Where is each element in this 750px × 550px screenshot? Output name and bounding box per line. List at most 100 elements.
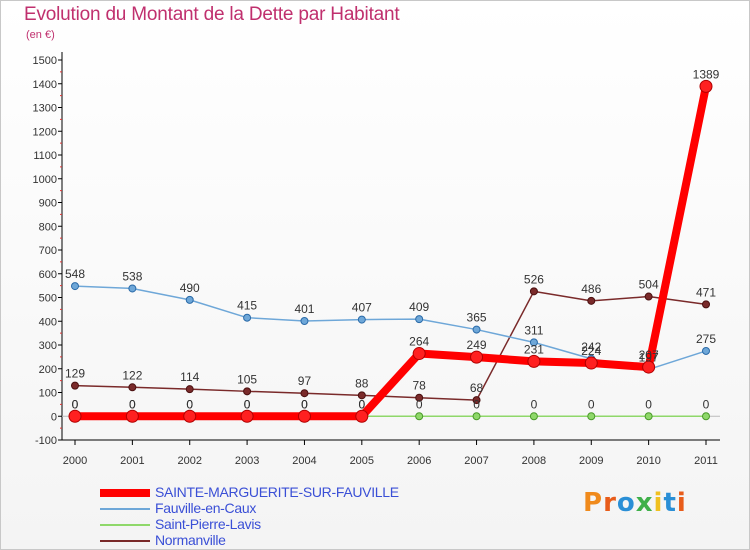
- point-sainte-marguerite: [642, 360, 656, 374]
- point-sainte-marguerite: [125, 409, 139, 423]
- legend-item-saint-pierre: Saint-Pierre-Lavis: [100, 516, 440, 533]
- data-label-fauville: 311: [524, 323, 543, 337]
- data-label-normanville: 129: [65, 367, 85, 381]
- point-saint-pierre: [702, 412, 710, 421]
- point-sainte-marguerite: [355, 409, 369, 423]
- data-label-fauville: 401: [294, 302, 314, 316]
- data-label-fauville: 538: [122, 269, 142, 283]
- data-label-normanville: 504: [639, 278, 659, 292]
- data-label-fauville: 242: [581, 340, 601, 354]
- point-sainte-marguerite: [584, 356, 598, 370]
- y-tick-label: 1200: [33, 126, 57, 138]
- x-tick-label: 2001: [120, 455, 144, 467]
- y-tick-label: 1000: [33, 174, 57, 186]
- y-tick-label: 800: [39, 221, 57, 233]
- series-line-sainte-marguerite: [71, 82, 710, 421]
- legend-item-fauville: Fauville-en-Caux: [100, 500, 440, 517]
- data-label-saint-pierre: 0: [129, 397, 136, 411]
- point-sainte-marguerite: [699, 79, 713, 93]
- point-sainte-marguerite: [297, 409, 311, 423]
- logo-letter: i: [653, 488, 664, 518]
- y-tick-label: 200: [39, 364, 57, 376]
- legend-item-normanville: Normanville: [100, 532, 440, 549]
- point-fauville: [472, 325, 481, 334]
- data-label-saint-pierre: 0: [244, 397, 251, 411]
- point-fauville: [128, 284, 137, 293]
- y-tick-label: 900: [39, 198, 57, 210]
- series-line-normanville: [74, 290, 707, 401]
- data-label-normanville: 486: [581, 282, 601, 296]
- proxiti-logo: Proxiti: [583, 488, 687, 518]
- x-tick-label: 2011: [694, 455, 718, 467]
- point-normanville: [415, 393, 424, 402]
- data-label-fauville: 197: [639, 350, 659, 364]
- point-fauville: [71, 282, 79, 291]
- point-normanville: [300, 389, 309, 398]
- data-label-sainte-marguerite: 249: [467, 338, 487, 352]
- point-normanville: [71, 381, 79, 390]
- legend-swatch-normanville: [100, 540, 150, 542]
- data-label-saint-pierre: 0: [301, 397, 308, 411]
- y-tick-label: 400: [39, 316, 57, 328]
- point-normanville: [243, 387, 252, 396]
- legend-label-normanville: Normanville: [155, 532, 226, 548]
- data-label-saint-pierre: 0: [703, 397, 710, 411]
- logo-letter: P: [583, 488, 604, 518]
- y-tick-label: 1500: [33, 55, 57, 67]
- x-tick-label: 2005: [350, 455, 374, 467]
- y-tick-label: 300: [39, 340, 57, 352]
- data-label-saint-pierre: 0: [473, 397, 480, 411]
- logo-letter: x: [635, 488, 654, 518]
- data-label-saint-pierre: 0: [588, 397, 595, 411]
- chart-legend: SAINTE-MARGUERITE-SUR-FAUVILLE Fauville-…: [100, 484, 440, 549]
- legend-item-sainte-marguerite: SAINTE-MARGUERITE-SUR-FAUVILLE: [100, 484, 440, 501]
- point-fauville: [300, 317, 309, 326]
- point-sainte-marguerite: [527, 354, 541, 368]
- x-tick-label: 2010: [636, 455, 660, 467]
- data-label-saint-pierre: 0: [416, 397, 423, 411]
- point-sainte-marguerite: [412, 347, 426, 361]
- data-label-fauville: 409: [409, 300, 429, 314]
- x-tick-label: 2003: [235, 455, 259, 467]
- data-label-fauville: 415: [237, 299, 257, 313]
- point-sainte-marguerite: [68, 409, 82, 423]
- point-sainte-marguerite: [183, 409, 197, 423]
- data-label-sainte-marguerite: 0: [186, 397, 193, 411]
- point-normanville: [472, 396, 481, 405]
- x-tick-label: 2000: [63, 455, 87, 467]
- point-saint-pierre: [415, 412, 424, 421]
- data-label-normanville: 88: [355, 376, 369, 390]
- point-saint-pierre: [472, 412, 481, 421]
- chart-title: Evolution du Montant de la Dette par Hab…: [24, 4, 400, 25]
- data-label-sainte-marguerite: 0: [129, 397, 136, 411]
- x-tick-label: 2007: [464, 455, 488, 467]
- x-tick-label: 2004: [292, 455, 316, 467]
- point-normanville: [702, 300, 710, 309]
- point-normanville: [128, 383, 137, 392]
- data-label-fauville: 365: [467, 311, 487, 325]
- data-label-sainte-marguerite: 0: [72, 397, 79, 411]
- data-label-sainte-marguerite: 231: [524, 342, 544, 356]
- logo-letter: o: [616, 488, 636, 518]
- logo-letter: i: [676, 488, 687, 518]
- y-tick-label: 500: [39, 293, 57, 305]
- data-label-sainte-marguerite: 0: [301, 397, 308, 411]
- data-label-sainte-marguerite: 0: [244, 397, 251, 411]
- y-tick-label: 0: [51, 411, 57, 423]
- data-label-normanville: 471: [696, 285, 716, 299]
- data-label-normanville: 526: [524, 272, 544, 286]
- data-label-sainte-marguerite: 1389: [693, 67, 720, 81]
- data-label-normanville: 114: [180, 370, 199, 384]
- data-label-saint-pierre: 0: [531, 397, 538, 411]
- chart-unit: (en €): [26, 29, 55, 41]
- data-label-normanville: 78: [413, 379, 427, 393]
- legend-label-sainte-marguerite: SAINTE-MARGUERITE-SUR-FAUVILLE: [155, 484, 399, 500]
- data-label-normanville: 68: [470, 381, 484, 395]
- data-label-sainte-marguerite: 0: [358, 397, 365, 411]
- point-saint-pierre: [644, 412, 653, 421]
- point-sainte-marguerite: [240, 409, 254, 423]
- legend-label-saint-pierre: Saint-Pierre-Lavis: [155, 516, 261, 532]
- y-tick-label: 1100: [33, 150, 57, 162]
